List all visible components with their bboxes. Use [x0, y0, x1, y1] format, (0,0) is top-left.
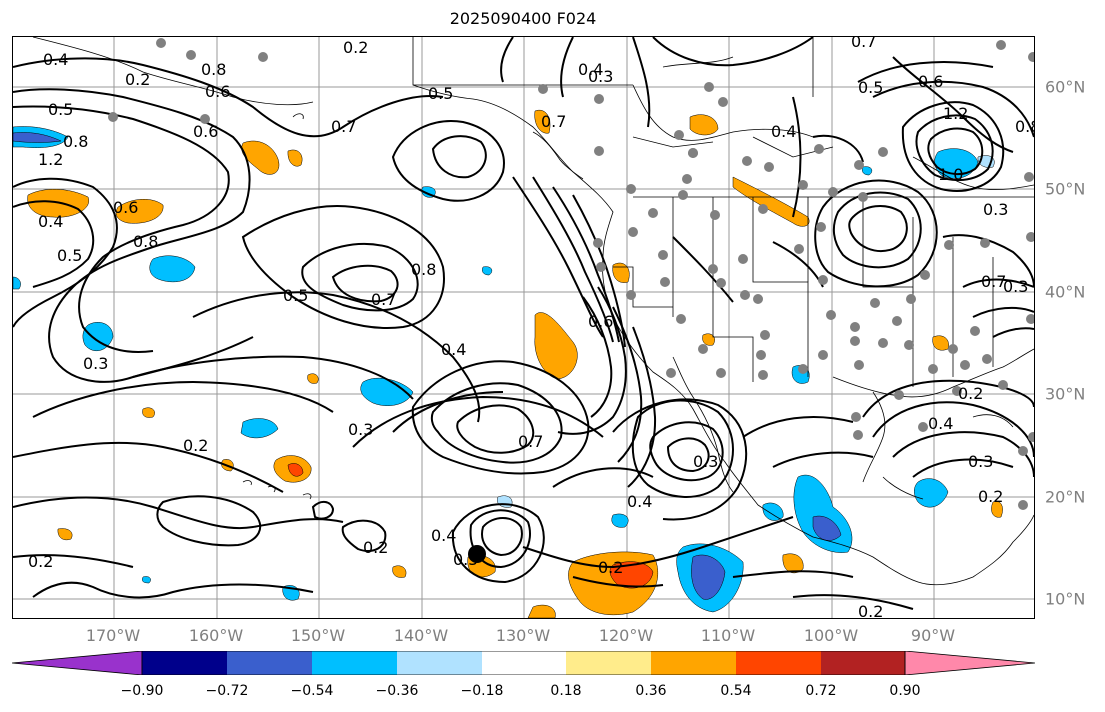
colorbar-segment [736, 651, 821, 675]
contour-label: 1.2 [38, 150, 63, 169]
station-markers [108, 38, 1034, 510]
storm-center-marker [468, 545, 486, 563]
longitude-label: 150°W [290, 626, 346, 645]
latitude-label: 40°N [1045, 282, 1086, 302]
contour-label: 0.3 [348, 420, 373, 439]
latitude-label: 20°N [1045, 487, 1086, 507]
colorbar-segment [142, 651, 227, 675]
contour-label: 0.7 [541, 112, 566, 131]
colorbar-tick-label: 0.18 [550, 683, 582, 699]
longitude-label: 120°W [598, 626, 654, 645]
contour-label: 0.3 [983, 200, 1008, 219]
contour-label: 0.2 [978, 487, 1003, 506]
latitude-label: 50°N [1045, 179, 1086, 199]
contour-label: 1.2 [943, 104, 968, 123]
contour-label: 0.5 [453, 550, 478, 569]
contour-label: 0.4 [627, 492, 652, 511]
contour-label: 0.4 [771, 122, 796, 141]
contour-label: 0.5 [858, 78, 883, 97]
colorbar-tick-label: 0.54 [720, 683, 752, 699]
colorbar-tick-label: −0.18 [460, 683, 504, 699]
contour-label: 0.2 [363, 538, 388, 557]
map-canvas: 0.4 0.2 0.8 0.6 0.2 0.5 1.2 0.8 0.6 0.5 … [13, 37, 1034, 618]
coastlines [32, 37, 1034, 586]
contour-label: 0.7 [331, 117, 356, 136]
graticule [13, 37, 1034, 618]
contour-label: 0.2 [598, 558, 623, 577]
colorbar-tick-label: −0.36 [375, 683, 419, 699]
colorbar [12, 651, 1035, 675]
map-panel: 0.4 0.2 0.8 0.6 0.2 0.5 1.2 0.8 0.6 0.5 … [12, 36, 1035, 619]
contour-label: 0.4 [43, 50, 68, 69]
positive-anomaly-fills [27, 109, 1003, 618]
colorbar-segment [651, 651, 736, 675]
colorbar-extend-low [12, 651, 143, 675]
colorbar-segment [312, 651, 397, 675]
map-title: 2025090400 F024 [449, 9, 597, 28]
contour-label: 0.8 [1015, 117, 1034, 136]
contour-label: 0.6 [113, 198, 138, 217]
contour-label: 0.8 [411, 260, 436, 279]
contour-label: 0.4 [38, 212, 63, 231]
longitude-label: 110°W [700, 626, 756, 645]
contour-label: 0.2 [125, 70, 150, 89]
contour-label: 0.2 [183, 436, 208, 455]
colorbar-segment [227, 651, 312, 675]
contour-label: 0.6 [193, 122, 218, 141]
colorbar-tick-label: 0.72 [805, 683, 837, 699]
negative-anomaly-fills [13, 126, 995, 613]
contour-label: 1.0 [938, 165, 963, 184]
colorbar-segment [397, 651, 482, 675]
longitude-label: 170°W [85, 626, 141, 645]
contour-label: 0.4 [441, 340, 466, 359]
contour-label: 0.2 [28, 552, 53, 571]
contour-label: 0.5 [48, 100, 73, 119]
colorbar-segment [821, 651, 905, 675]
contour-label: 0.8 [201, 60, 226, 79]
longitude-label: 90°W [910, 626, 956, 645]
contour-label: 0.3 [968, 452, 993, 471]
latitude-label: 10°N [1045, 589, 1086, 609]
contour-label-layer: 0.4 0.2 0.8 0.6 0.2 0.5 1.2 0.8 0.6 0.5 … [28, 37, 1034, 618]
longitude-label: 100°W [803, 626, 859, 645]
contour-label: 0.3 [588, 67, 613, 86]
longitude-label: 160°W [188, 626, 244, 645]
contour-label: 0.8 [63, 132, 88, 151]
contour-label: 0.4 [578, 60, 603, 79]
longitude-label: 130°W [495, 626, 551, 645]
contour-label: 0.6 [588, 312, 613, 331]
colorbar-segment [566, 651, 651, 675]
contour-label: 0.7 [518, 432, 543, 451]
contour-label: 0.4 [431, 526, 456, 545]
contour-label: 0.5 [57, 246, 82, 265]
contour-label: 0.2 [343, 38, 368, 57]
contour-label: 0.7 [371, 290, 396, 309]
colorbar-tick-label: −0.90 [120, 683, 164, 699]
contour-label: 0.3 [83, 354, 108, 373]
colorbar-segment [482, 651, 566, 675]
colorbar-extend-high [904, 651, 1035, 675]
colorbar-tick-label: −0.54 [290, 683, 334, 699]
contour-label: 0.2 [958, 384, 983, 403]
colorbar-tick-label: 0.90 [889, 683, 921, 699]
contour-label: 0.3 [693, 452, 718, 471]
contour-label: 0.2 [858, 602, 883, 618]
contour-label: 0.4 [928, 414, 953, 433]
longitude-label: 140°W [393, 626, 449, 645]
contour-label: 0.3 [1003, 277, 1028, 296]
contour-label: 0.6 [205, 82, 230, 101]
contour-label: 0.7 [851, 37, 876, 51]
contour-lines [13, 37, 1034, 610]
contour-label: 0.5 [428, 84, 453, 103]
contour-label: 0.8 [133, 232, 158, 251]
colorbar-tick-label: −0.72 [205, 683, 249, 699]
contour-label: 0.7 [981, 272, 1006, 291]
latitude-label: 60°N [1045, 77, 1086, 97]
contour-label: 0.6 [918, 72, 943, 91]
colorbar-tick-label: 0.36 [635, 683, 667, 699]
latitude-label: 30°N [1045, 384, 1086, 404]
contour-label: 0.5 [283, 286, 308, 305]
